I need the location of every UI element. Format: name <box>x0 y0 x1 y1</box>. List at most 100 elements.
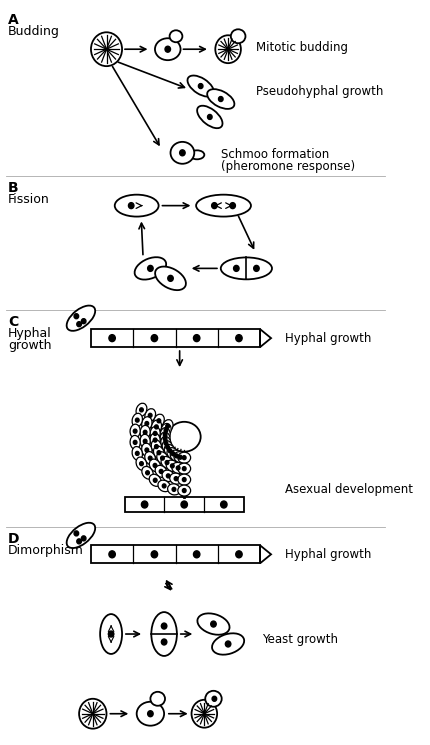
Text: Hyphal: Hyphal <box>8 327 52 340</box>
Ellipse shape <box>220 258 271 279</box>
Circle shape <box>176 466 180 470</box>
Ellipse shape <box>191 700 217 728</box>
Ellipse shape <box>144 451 155 465</box>
Ellipse shape <box>212 633 244 655</box>
Circle shape <box>181 448 187 454</box>
Circle shape <box>182 466 186 471</box>
Circle shape <box>165 46 170 52</box>
Circle shape <box>182 489 186 492</box>
Circle shape <box>235 335 242 342</box>
Circle shape <box>174 454 178 458</box>
Ellipse shape <box>100 614 122 654</box>
Text: (pheromone response): (pheromone response) <box>220 159 354 173</box>
Bar <box>125 496 243 513</box>
Circle shape <box>77 539 81 544</box>
Ellipse shape <box>153 446 164 460</box>
Circle shape <box>235 551 242 558</box>
Ellipse shape <box>132 413 142 427</box>
Circle shape <box>229 203 235 209</box>
Circle shape <box>77 322 81 326</box>
Circle shape <box>153 478 157 482</box>
Circle shape <box>109 335 115 342</box>
Circle shape <box>225 641 230 647</box>
Circle shape <box>147 265 153 271</box>
Ellipse shape <box>150 692 165 706</box>
Circle shape <box>128 203 134 209</box>
Ellipse shape <box>149 459 160 472</box>
Ellipse shape <box>150 433 160 447</box>
Text: C: C <box>8 315 18 329</box>
Circle shape <box>157 419 160 423</box>
Ellipse shape <box>197 106 222 128</box>
Circle shape <box>193 551 200 558</box>
Circle shape <box>133 429 137 433</box>
Ellipse shape <box>205 691 221 707</box>
Ellipse shape <box>132 446 142 460</box>
Circle shape <box>167 276 173 282</box>
Ellipse shape <box>67 305 95 331</box>
Circle shape <box>207 115 212 119</box>
Ellipse shape <box>215 35 240 63</box>
Circle shape <box>157 451 160 454</box>
Ellipse shape <box>160 432 170 446</box>
Text: B: B <box>8 181 18 194</box>
Ellipse shape <box>160 428 170 442</box>
Text: Asexual development: Asexual development <box>284 483 412 496</box>
Ellipse shape <box>67 523 95 548</box>
Ellipse shape <box>167 484 180 495</box>
Circle shape <box>161 623 166 629</box>
Circle shape <box>143 431 147 434</box>
Ellipse shape <box>172 463 184 474</box>
Ellipse shape <box>161 457 172 469</box>
Circle shape <box>163 433 166 437</box>
Ellipse shape <box>114 194 158 217</box>
Circle shape <box>163 437 166 441</box>
Ellipse shape <box>178 452 190 463</box>
Circle shape <box>153 463 157 467</box>
Circle shape <box>81 319 86 323</box>
Ellipse shape <box>151 440 161 454</box>
Circle shape <box>151 551 157 558</box>
Ellipse shape <box>130 435 140 449</box>
Circle shape <box>181 477 187 483</box>
Circle shape <box>108 631 114 637</box>
Ellipse shape <box>160 437 171 450</box>
Ellipse shape <box>150 426 160 440</box>
Text: Pseudohyphal growth: Pseudohyphal growth <box>255 84 382 98</box>
Circle shape <box>174 477 178 481</box>
Circle shape <box>81 536 86 541</box>
Text: Hyphal growth: Hyphal growth <box>284 548 370 561</box>
Ellipse shape <box>170 450 182 462</box>
Circle shape <box>151 335 157 342</box>
Circle shape <box>144 422 148 425</box>
Circle shape <box>144 448 148 452</box>
Circle shape <box>148 456 152 460</box>
Circle shape <box>181 501 187 508</box>
Circle shape <box>168 448 172 453</box>
Circle shape <box>233 265 239 271</box>
Ellipse shape <box>155 466 167 478</box>
Circle shape <box>181 462 187 468</box>
Text: Yeast growth: Yeast growth <box>261 633 337 645</box>
Circle shape <box>178 455 181 459</box>
Ellipse shape <box>178 474 190 485</box>
Circle shape <box>166 474 170 478</box>
Circle shape <box>74 531 78 536</box>
Circle shape <box>166 446 169 449</box>
Text: Fission: Fission <box>8 193 49 206</box>
Ellipse shape <box>155 267 185 290</box>
Circle shape <box>145 471 149 475</box>
Text: Hyphal growth: Hyphal growth <box>284 332 370 345</box>
Circle shape <box>210 621 216 627</box>
Circle shape <box>166 425 169 428</box>
Circle shape <box>74 314 78 319</box>
Ellipse shape <box>166 448 178 460</box>
Ellipse shape <box>162 419 172 433</box>
Circle shape <box>159 469 163 473</box>
Ellipse shape <box>134 257 166 279</box>
Circle shape <box>133 440 137 444</box>
Ellipse shape <box>164 445 175 457</box>
Ellipse shape <box>151 420 161 434</box>
Circle shape <box>211 203 217 209</box>
Ellipse shape <box>149 475 161 486</box>
